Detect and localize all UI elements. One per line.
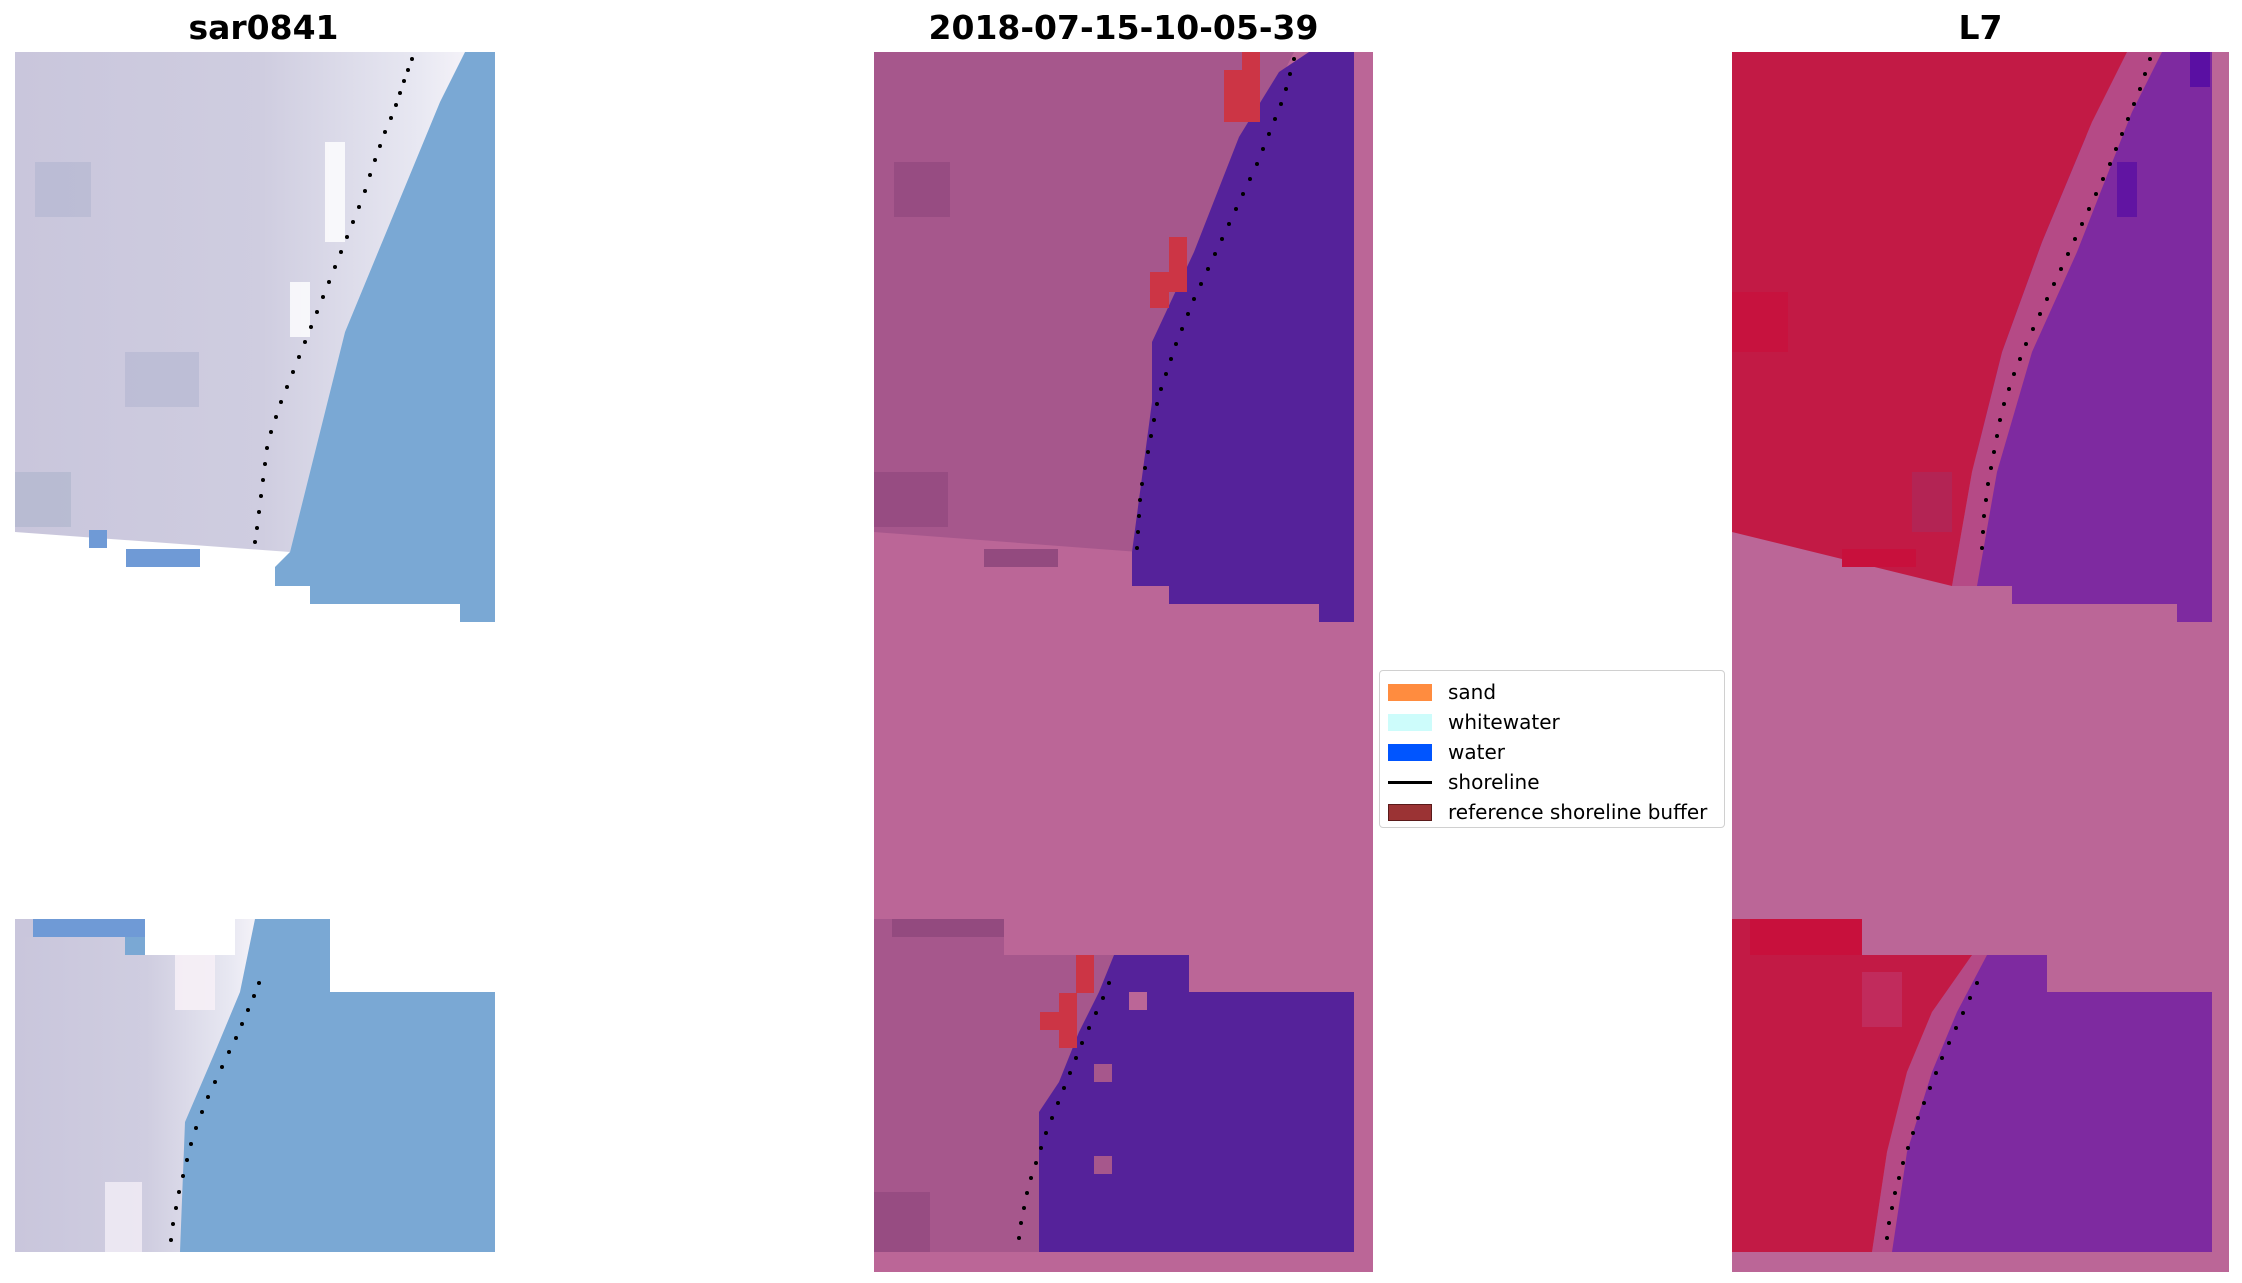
shoreline-points (1980, 57, 2152, 550)
land-area (1732, 52, 2127, 586)
legend-item-whitewater: whitewater (1388, 707, 1716, 737)
land-area (1732, 919, 1972, 1252)
land-texture (1862, 972, 1902, 1027)
land-texture (892, 919, 1004, 937)
rgb-image (15, 52, 495, 1252)
land-area (874, 52, 1294, 552)
land-texture (874, 472, 948, 527)
buffer-pixel (1040, 1012, 1059, 1030)
land-pixel (1842, 549, 1916, 567)
buffer-pixel (1242, 52, 1260, 122)
buffer-pixel (1224, 70, 1242, 122)
buffer-pixel (1076, 955, 1094, 993)
land-texture (984, 549, 1058, 567)
land-pixel (15, 919, 33, 937)
water-pixel (125, 937, 145, 955)
land-texture (290, 282, 310, 337)
legend-label: reference shoreline buffer (1448, 800, 1708, 824)
land-pixel (1750, 919, 1862, 955)
water-area (275, 52, 495, 622)
ndwi-image (1732, 52, 2229, 1272)
classified-image-panel (874, 52, 1373, 1272)
legend-item-buffer: reference shoreline buffer (1388, 797, 1716, 827)
shoreline-points (1135, 57, 1296, 550)
whitewater-swatch-icon (1388, 713, 1432, 731)
water-area (1132, 52, 1354, 622)
water-pixel (126, 549, 200, 567)
land-texture (325, 142, 345, 242)
panel-title-sar: sar0841 (188, 8, 339, 47)
land-area (15, 52, 465, 552)
legend-label: water (1448, 740, 1505, 764)
nodata-pixel (1129, 992, 1147, 1010)
land-texture (175, 955, 215, 1010)
land-texture (125, 352, 199, 407)
transition-band (1952, 52, 2162, 586)
land-texture (1912, 472, 1952, 532)
land-pixel (1094, 1156, 1112, 1174)
legend-item-sand: sand (1388, 677, 1716, 707)
land-texture (894, 162, 950, 217)
classified-image (874, 52, 1373, 1272)
legend-item-water: water (1388, 737, 1716, 767)
buffer-pixel (1059, 993, 1077, 1048)
shoreline-line-icon (1388, 780, 1432, 784)
water-pixel (89, 530, 107, 548)
land-area (874, 919, 1114, 1252)
rgb-image-panel (15, 52, 512, 1272)
legend-label: sand (1448, 680, 1497, 704)
buffer-pixel (1150, 272, 1169, 308)
water-area (1039, 955, 1354, 1252)
land-texture (105, 1182, 142, 1252)
water-swatch-icon (1388, 743, 1432, 761)
legend: sand whitewater water shoreline referenc… (1379, 670, 1725, 828)
land-texture (1732, 292, 1788, 352)
water-pixel (2190, 52, 2210, 87)
water-pixel (2117, 162, 2137, 217)
sand-swatch-icon (1388, 683, 1432, 701)
legend-label: whitewater (1448, 710, 1560, 734)
land-texture (15, 472, 71, 527)
water-area (1887, 955, 2212, 1252)
shoreline-points (1017, 981, 1111, 1240)
buffer-swatch-icon (1388, 803, 1432, 821)
land-texture (874, 1192, 930, 1252)
water-area (1967, 52, 2212, 622)
shoreline-points (1885, 981, 1979, 1240)
buffer-pixel (1169, 237, 1187, 292)
ndwi-image-panel (1732, 52, 2229, 1272)
shoreline-points (169, 981, 261, 1242)
legend-item-shoreline: shoreline (1388, 767, 1716, 797)
shoreline-points (253, 57, 414, 544)
land-pixel (1094, 1064, 1112, 1082)
water-pixel (33, 919, 145, 937)
land-texture (35, 162, 91, 217)
panel-title-l7: L7 (1958, 8, 2003, 47)
legend-label: shoreline (1448, 770, 1540, 794)
panel-title-date: 2018-07-15-10-05-39 (928, 8, 1319, 47)
